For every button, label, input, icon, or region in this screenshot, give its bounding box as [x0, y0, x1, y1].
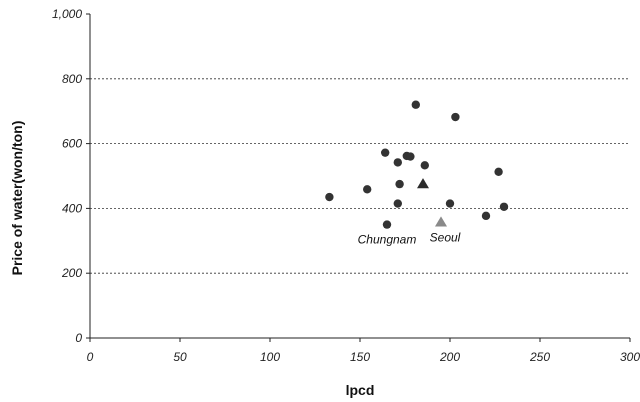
data-point-circle	[381, 148, 390, 157]
x-tick-label: 0	[87, 350, 94, 364]
x-tick-label: 100	[260, 350, 280, 364]
annotation-label: Chungnam	[358, 233, 417, 247]
x-axis-title: lpcd	[346, 382, 375, 398]
annotations: Chungnam Seoul	[358, 230, 461, 246]
data-point-circle	[325, 192, 334, 202]
data-point-circle	[494, 167, 503, 176]
data-point-circle	[420, 161, 429, 170]
y-tick-label: 200	[61, 266, 82, 280]
y-tick-labels: 0 200 400 600 800 1,000	[52, 7, 90, 345]
data-points	[325, 100, 509, 229]
data-point-triangle	[417, 178, 429, 189]
y-tick-label: 0	[75, 331, 82, 345]
data-point-circle	[411, 100, 420, 109]
data-point-circle	[451, 112, 460, 122]
y-tick-label: 1,000	[52, 7, 82, 21]
data-point-circle	[499, 202, 509, 211]
y-axis-title: Price of water(won/ton)	[9, 121, 25, 276]
x-tick-label: 150	[350, 350, 370, 364]
data-point-circle	[382, 220, 392, 229]
data-point-circle	[406, 152, 415, 161]
plot-axes	[89, 14, 630, 339]
data-point-triangle	[435, 216, 447, 227]
y-tick-label: 400	[62, 201, 82, 215]
annotation-label: Seoul	[430, 230, 461, 244]
grid-lines	[90, 78, 630, 274]
data-point-circle	[363, 185, 372, 194]
data-point-circle	[393, 199, 402, 208]
data-point-circle	[445, 199, 455, 208]
data-point-circle	[481, 211, 491, 221]
x-tick-label: 50	[173, 350, 187, 364]
x-tick-label: 250	[529, 350, 550, 364]
data-point-circle	[395, 179, 404, 189]
y-tick-label: 600	[62, 137, 82, 151]
x-tick-label: 200	[439, 350, 460, 364]
x-tick-labels: 0 50 100 150 200 250 300	[87, 338, 640, 364]
x-tick-label: 300	[620, 350, 640, 364]
y-tick-label: 800	[62, 72, 82, 86]
data-point-circle	[393, 158, 402, 167]
